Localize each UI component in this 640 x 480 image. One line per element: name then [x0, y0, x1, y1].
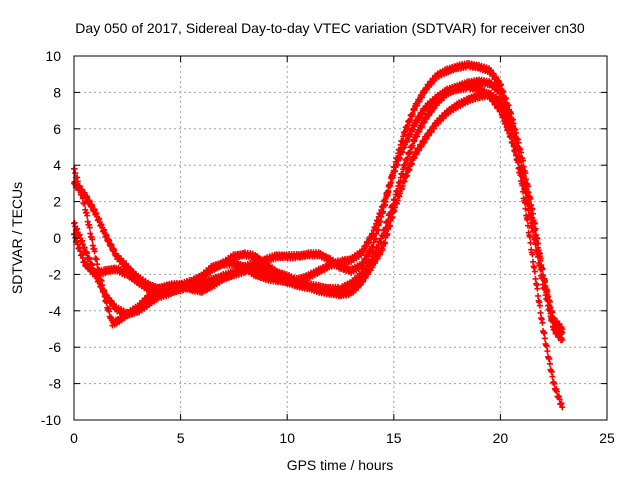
data-point [537, 257, 544, 264]
data-point [103, 299, 110, 306]
data-point [518, 158, 525, 165]
data-point [526, 233, 533, 240]
data-point [106, 308, 113, 315]
data-point [390, 172, 397, 179]
data-point [515, 147, 522, 154]
data-point [524, 216, 531, 223]
data-point [519, 182, 526, 189]
data-point [531, 268, 538, 275]
data-point [519, 166, 526, 173]
data-point [530, 219, 537, 226]
y-tick-label: 10 [45, 48, 61, 64]
data-point [536, 302, 543, 309]
data-point [537, 309, 544, 316]
data-point [549, 309, 556, 316]
data-point [101, 293, 108, 300]
data-point [513, 137, 520, 144]
data-point [559, 404, 566, 411]
data-point [384, 231, 391, 238]
data-point [541, 335, 548, 342]
y-tick-label: -4 [49, 303, 62, 319]
data-point [91, 206, 98, 213]
data-point [541, 330, 548, 337]
y-tick-label: -6 [49, 339, 62, 355]
y-axis-label: SDTVAR / TECUs [9, 182, 25, 294]
data-point [539, 266, 546, 273]
data-point [559, 326, 566, 332]
y-tick-label: 6 [53, 121, 61, 137]
y-tick-label: 0 [53, 230, 61, 246]
data-point [522, 179, 529, 186]
data-point [549, 373, 556, 380]
data-point [521, 199, 528, 206]
ticks [73, 55, 608, 421]
x-tick-label: 15 [386, 430, 402, 446]
data-point [544, 288, 551, 295]
y-tick-label: 2 [53, 194, 61, 210]
y-tick-label: -10 [41, 412, 61, 428]
data-point [524, 222, 531, 229]
data-point [84, 212, 91, 219]
data-point [89, 236, 96, 243]
data-point [508, 115, 515, 122]
tick-labels: 0 5 10 15 20 25 -10 -8 -6 -4 -2 0 2 4 6 8 10 [41, 48, 615, 446]
y-tick-label: 8 [53, 84, 61, 100]
series-layer [71, 60, 566, 411]
data-point [510, 126, 517, 133]
data-point [546, 298, 553, 305]
data-point [532, 232, 539, 239]
data-point [527, 205, 534, 212]
data-point [543, 343, 550, 350]
data-point [544, 348, 551, 355]
data-point [541, 277, 548, 284]
data-point [535, 244, 542, 251]
data-point [524, 192, 531, 199]
x-tick-label: 10 [279, 430, 295, 446]
x-tick-label: 5 [177, 430, 185, 446]
y-tick-label: -8 [49, 376, 62, 392]
y-tick-label: 4 [53, 157, 61, 173]
x-axis-label: GPS time / hours [287, 457, 394, 473]
data-point [91, 248, 98, 255]
data-point [411, 154, 418, 161]
data-point [559, 336, 566, 343]
series-track-4 [71, 76, 566, 333]
data-point [519, 188, 526, 195]
data-point [529, 251, 536, 258]
data-point [527, 239, 534, 246]
data-point [514, 159, 521, 166]
data-point [522, 205, 529, 212]
x-tick-label: 0 [70, 430, 78, 446]
data-point [534, 285, 541, 292]
chart-title: Day 050 of 2017, Sidereal Day-to-day VTE… [75, 20, 585, 36]
data-point [546, 360, 553, 367]
x-tick-label: 25 [599, 430, 615, 446]
data-point [539, 319, 546, 326]
data-point [81, 200, 88, 207]
x-tick-label: 20 [493, 430, 509, 446]
data-point [382, 239, 389, 246]
data-point [86, 224, 93, 231]
data-point [99, 282, 106, 289]
y-tick-label: -2 [49, 266, 62, 282]
